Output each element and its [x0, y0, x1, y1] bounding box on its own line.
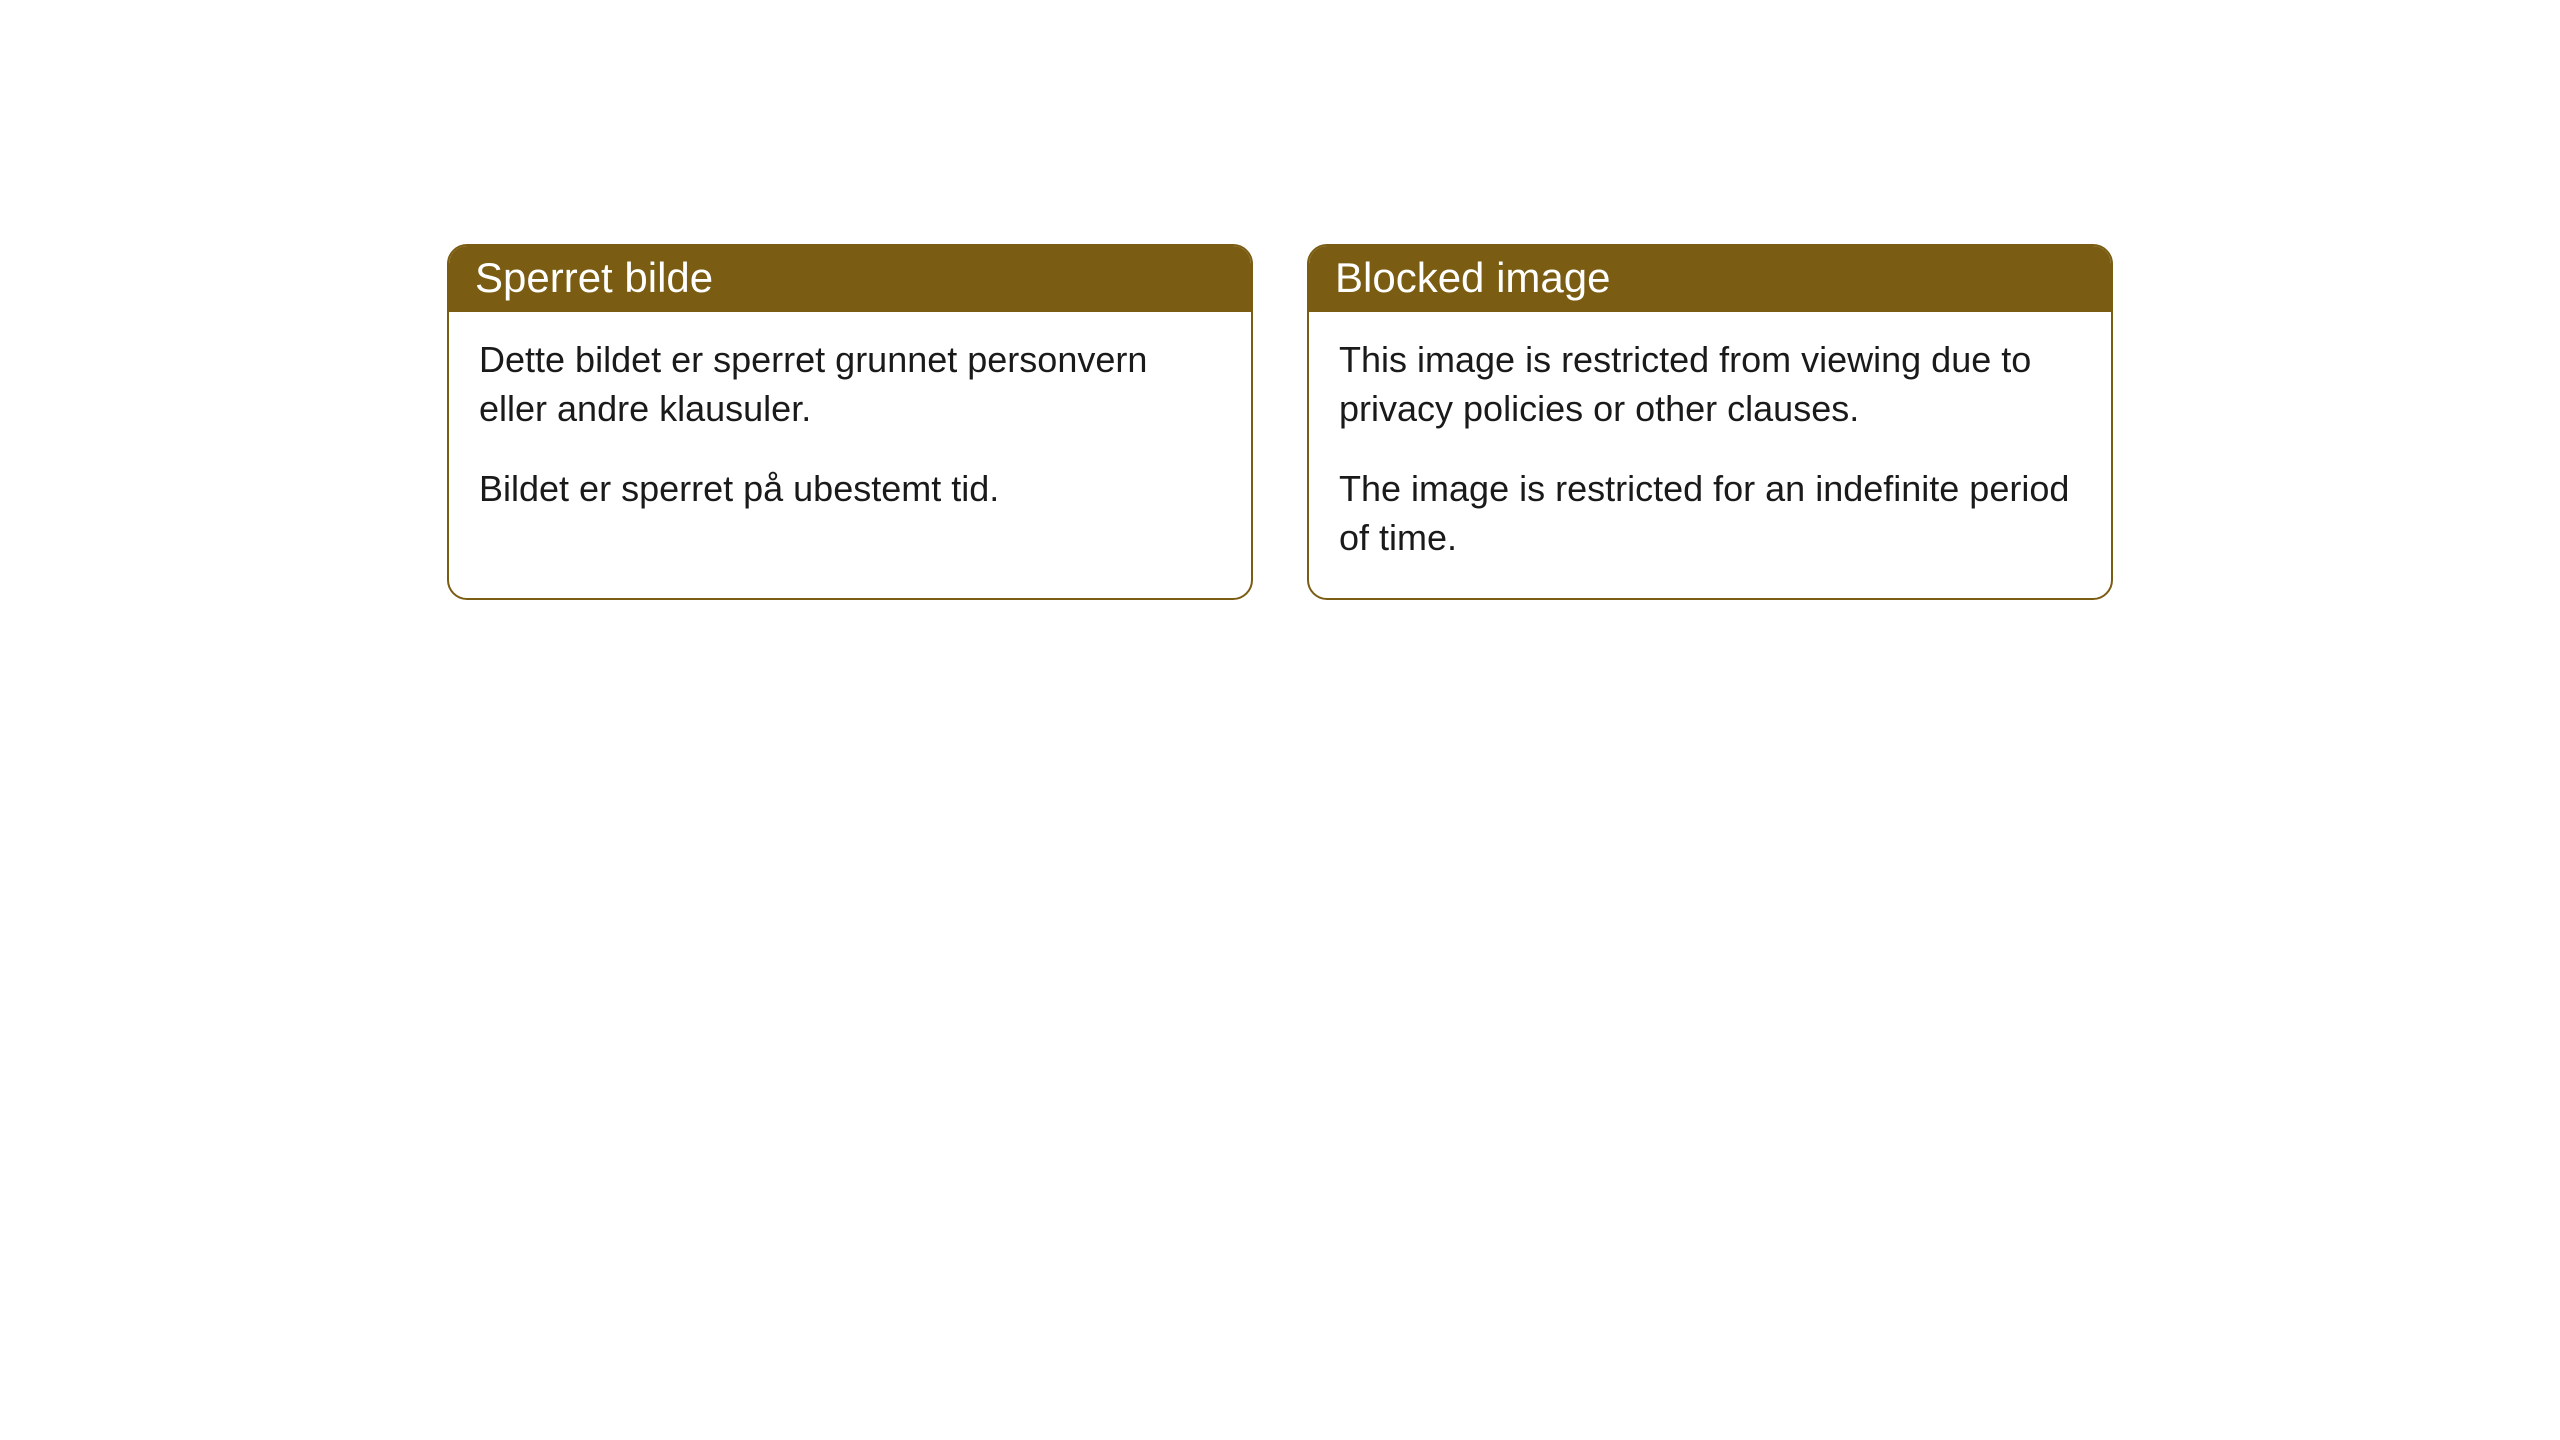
card-paragraph-1-norwegian: Dette bildet er sperret grunnet personve… — [479, 336, 1221, 433]
card-title-norwegian: Sperret bilde — [475, 254, 713, 301]
cards-container: Sperret bilde Dette bildet er sperret gr… — [0, 244, 2560, 600]
card-title-english: Blocked image — [1335, 254, 1610, 301]
card-paragraph-2-english: The image is restricted for an indefinit… — [1339, 465, 2081, 562]
blocked-image-card-norwegian: Sperret bilde Dette bildet er sperret gr… — [447, 244, 1253, 600]
card-body-norwegian: Dette bildet er sperret grunnet personve… — [449, 312, 1251, 550]
card-paragraph-2-norwegian: Bildet er sperret på ubestemt tid. — [479, 465, 1221, 514]
blocked-image-card-english: Blocked image This image is restricted f… — [1307, 244, 2113, 600]
card-body-english: This image is restricted from viewing du… — [1309, 312, 2111, 598]
card-header-english: Blocked image — [1309, 246, 2111, 312]
card-header-norwegian: Sperret bilde — [449, 246, 1251, 312]
card-paragraph-1-english: This image is restricted from viewing du… — [1339, 336, 2081, 433]
